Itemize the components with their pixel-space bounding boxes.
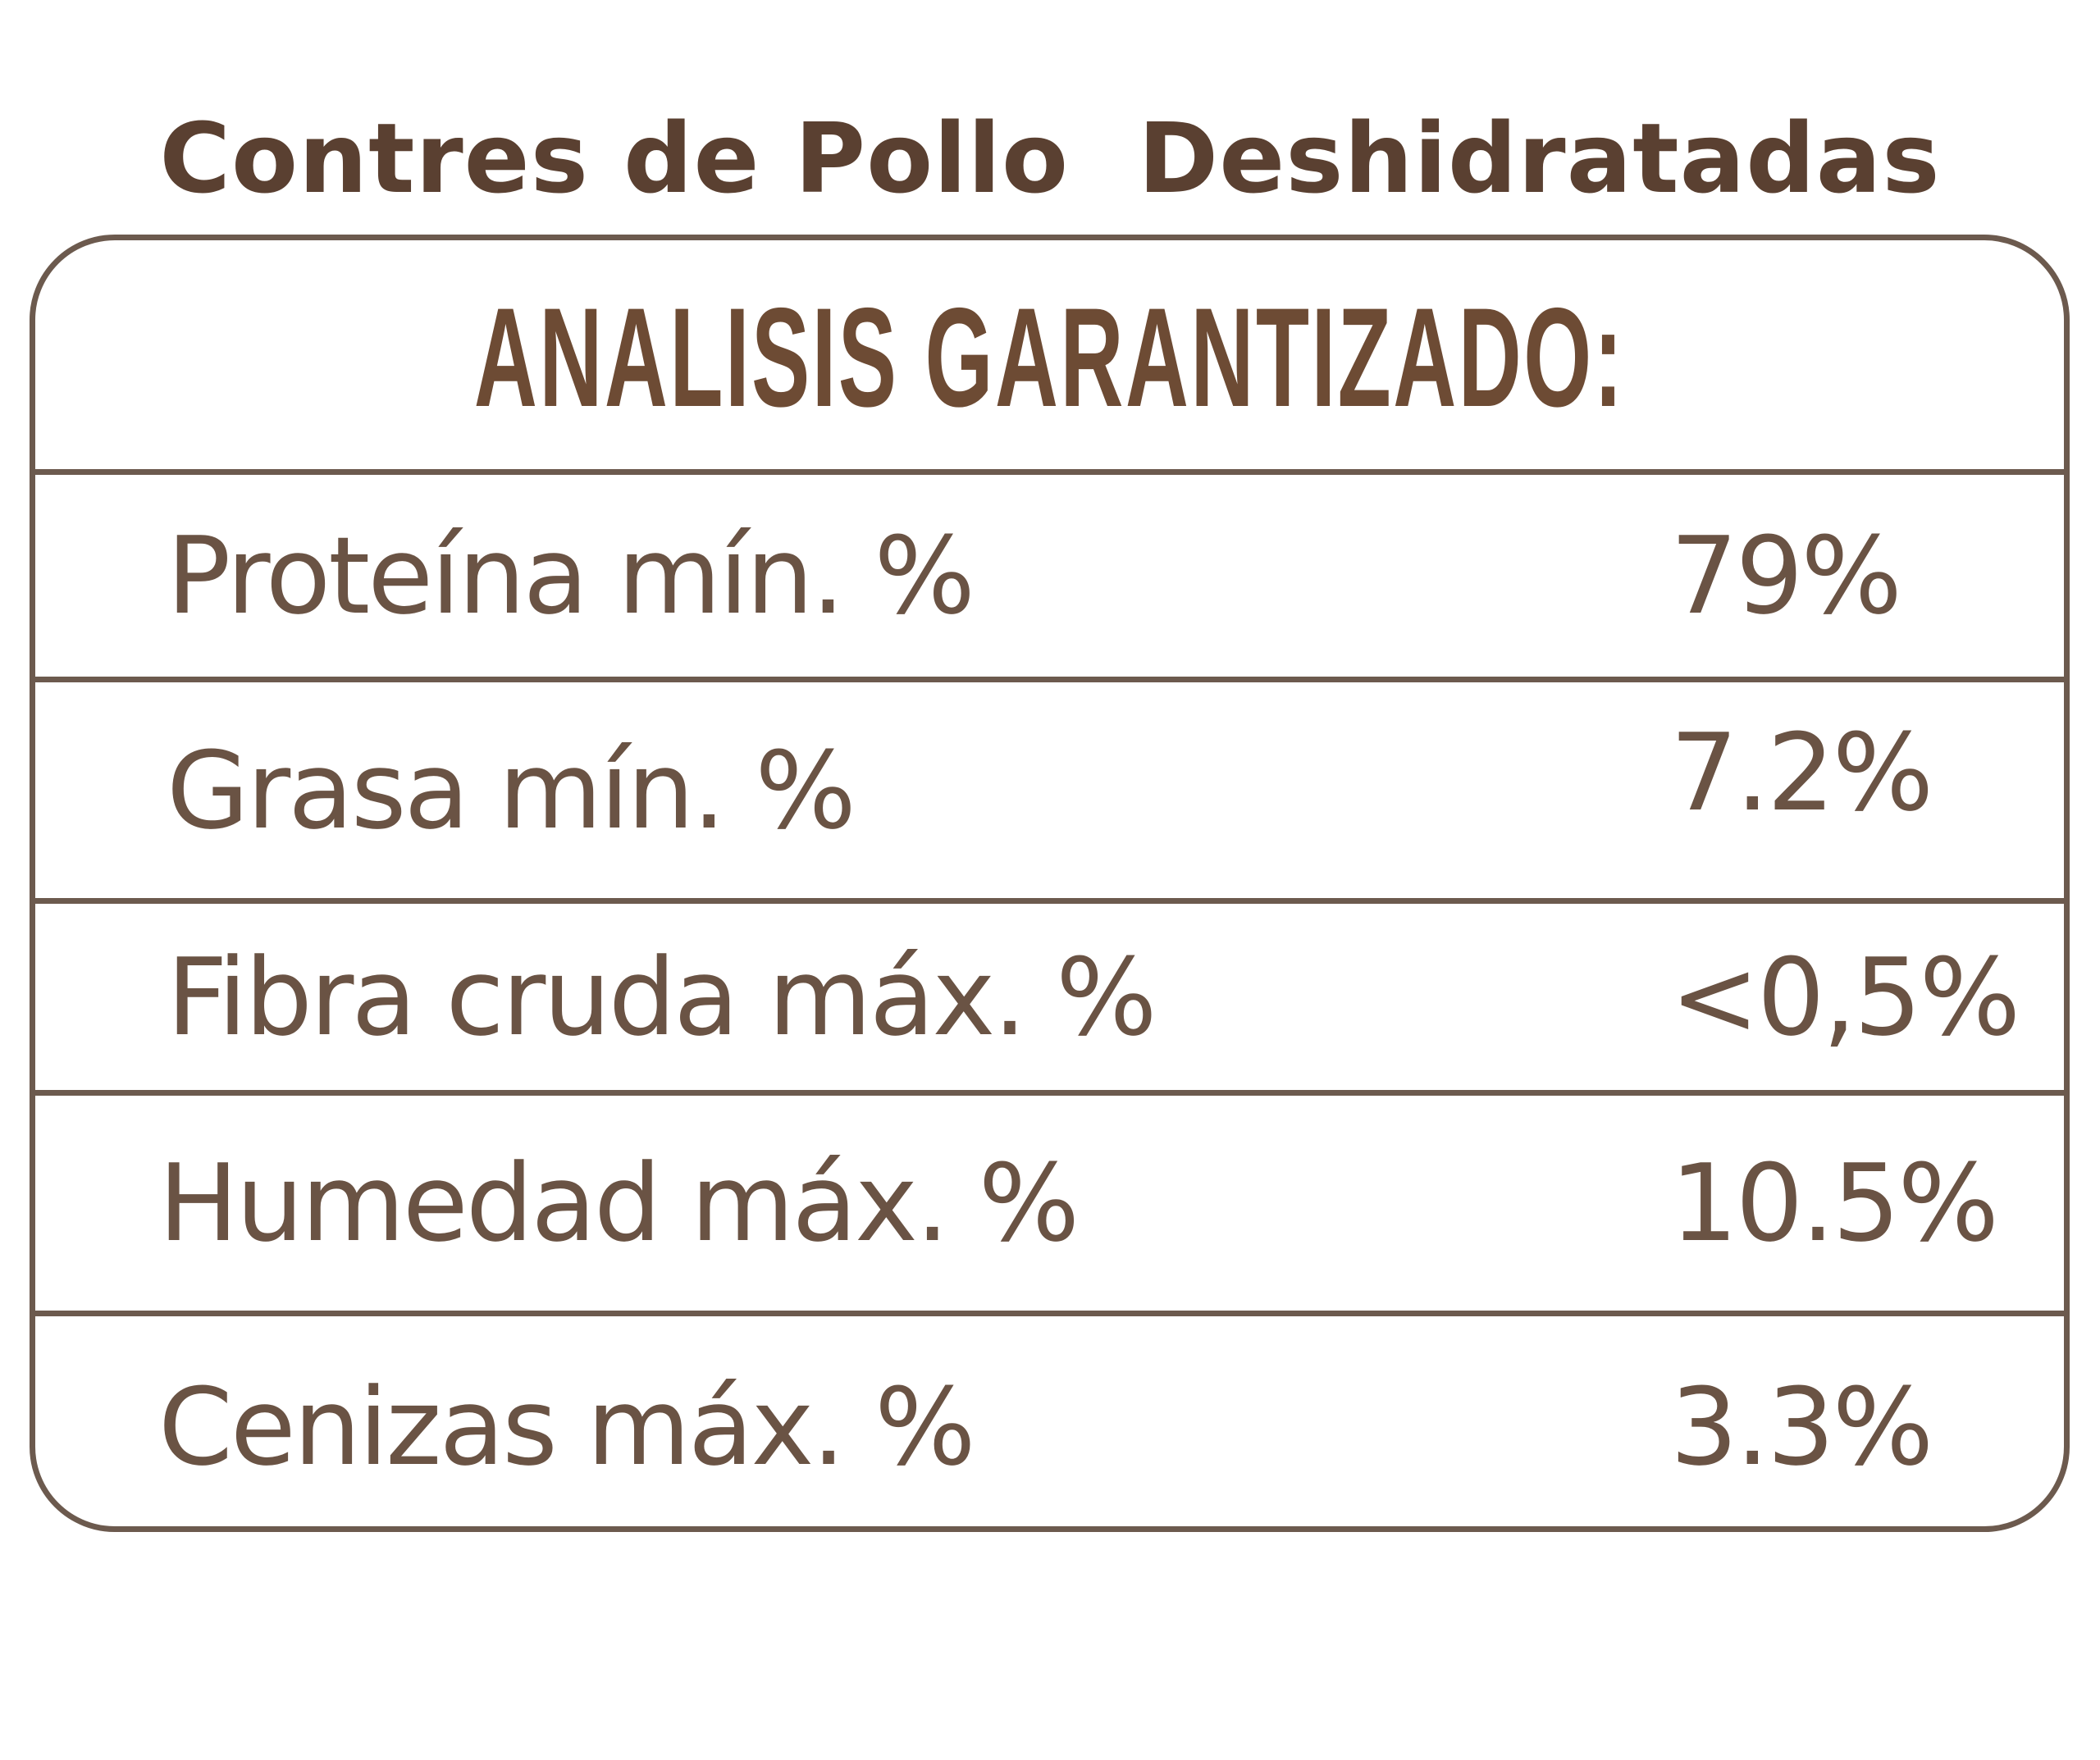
table-row-fat: Grasa mín. % 7.2% <box>35 677 2064 898</box>
product-title: Contres de Pollo Deshidratadas <box>159 102 1941 215</box>
row-label: Fibra cruda máx. % <box>167 934 1157 1060</box>
table-row-protein: Proteína mín. % 79% <box>35 469 2064 677</box>
table-row-ash: Cenizas máx. % 3.3% <box>35 1311 2064 1526</box>
row-value: 10.5% <box>1670 1141 1999 1265</box>
table-header: ANALISIS GARANTIZADO: <box>35 240 2064 475</box>
row-value: 7.2% <box>1670 709 1933 835</box>
guaranteed-analysis-table: ANALISIS GARANTIZADO: Proteína mín. % 79… <box>30 235 2070 1532</box>
row-value: 79% <box>1670 513 1902 638</box>
row-label: Cenizas máx. % <box>158 1365 976 1489</box>
row-label: Humedad máx. % <box>158 1141 1080 1265</box>
row-label: Proteína mín. % <box>167 513 975 638</box>
table-row-fiber: Fibra cruda máx. % <0,5% <box>35 898 2064 1090</box>
table-row-moisture: Humedad máx. % 10.5% <box>35 1090 2064 1311</box>
table-heading: ANALISIS GARANTIZADO: <box>474 279 1625 436</box>
row-value: <0,5% <box>1670 934 2020 1060</box>
row-value: 3.3% <box>1670 1365 1933 1489</box>
row-label: Grasa mín. % <box>167 727 856 853</box>
